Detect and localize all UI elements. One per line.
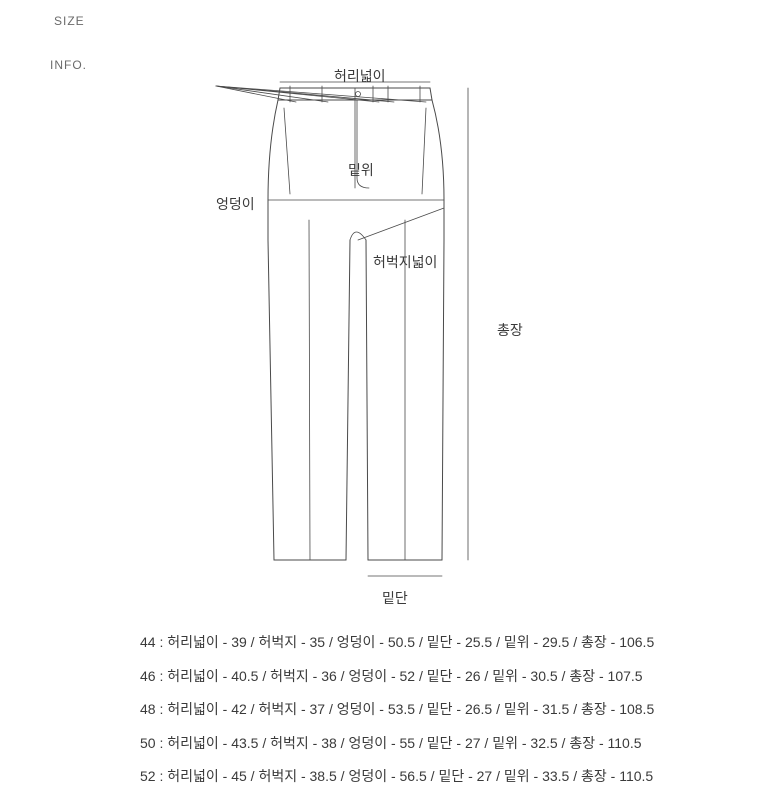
label-length: 총장 xyxy=(497,320,523,340)
pants-svg xyxy=(210,60,530,600)
label-hem: 밑단 xyxy=(382,588,408,608)
label-rise: 밑위 xyxy=(348,160,374,180)
size-row: 44 : 허리넓이 - 39 / 허벅지 - 35 / 엉덩이 - 50.5 /… xyxy=(140,626,740,660)
label-hip: 엉덩이 xyxy=(216,194,255,214)
pants-diagram: 허리넓이 밑위 엉덩이 허벅지넓이 총장 밑단 xyxy=(210,60,530,600)
label-waist: 허리넓이 xyxy=(334,66,386,86)
label-thigh: 허벅지넓이 xyxy=(373,252,437,272)
size-heading: SIZE xyxy=(54,14,85,28)
info-heading: INFO. xyxy=(50,58,87,72)
size-row: 46 : 허리넓이 - 40.5 / 허벅지 - 36 / 엉덩이 - 52 /… xyxy=(140,660,740,694)
size-row: 52 : 허리넓이 - 45 / 허벅지 - 38.5 / 엉덩이 - 56.5… xyxy=(140,760,740,794)
size-table: 44 : 허리넓이 - 39 / 허벅지 - 35 / 엉덩이 - 50.5 /… xyxy=(140,626,740,794)
size-row: 48 : 허리넓이 - 42 / 허벅지 - 37 / 엉덩이 - 53.5 /… xyxy=(140,693,740,727)
size-row: 50 : 허리넓이 - 43.5 / 허벅지 - 38 / 엉덩이 - 55 /… xyxy=(140,727,740,761)
